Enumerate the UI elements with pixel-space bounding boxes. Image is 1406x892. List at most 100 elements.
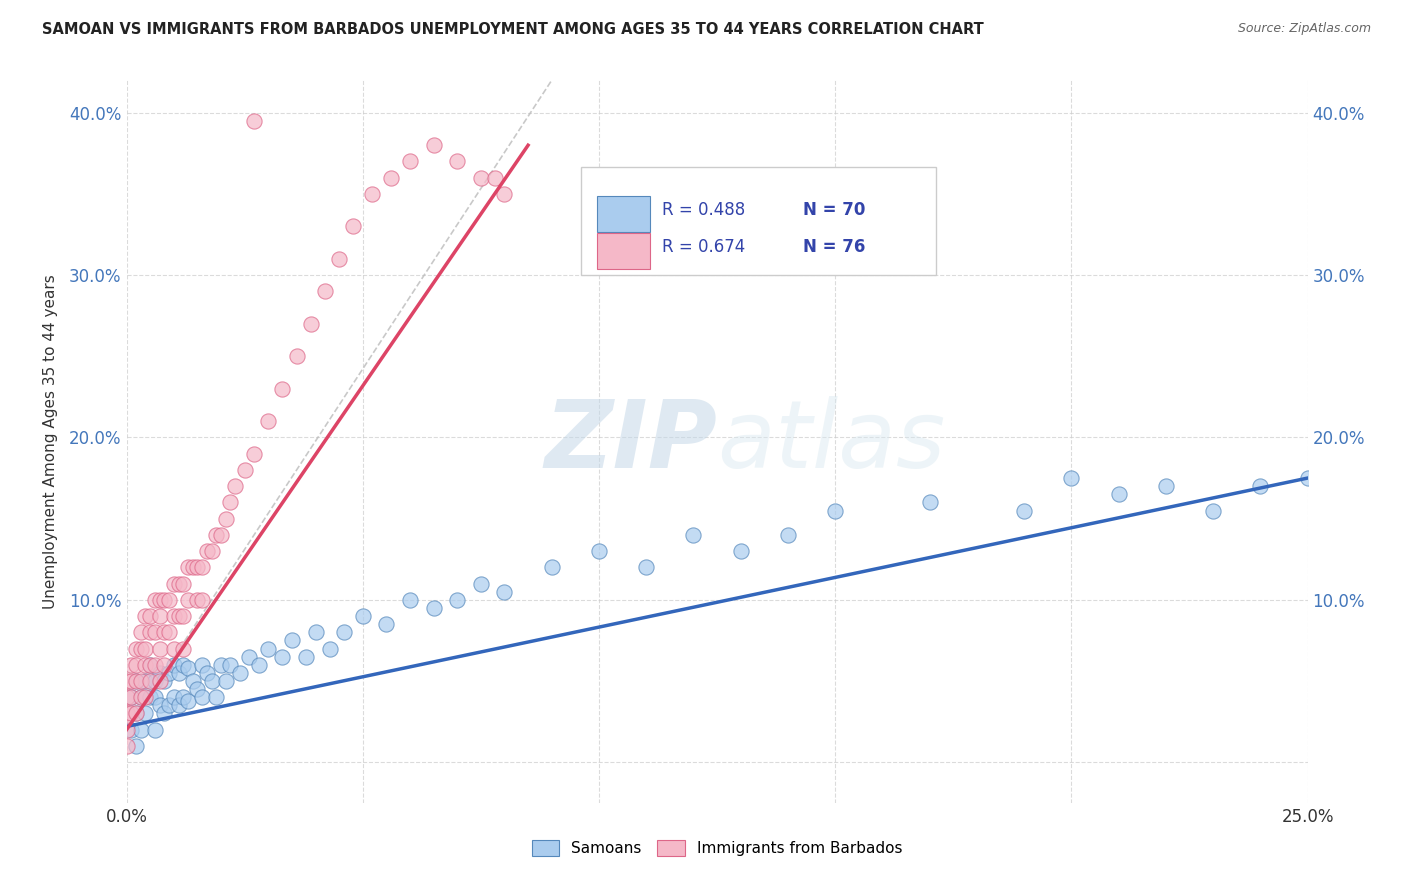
Point bbox=[295, 649, 318, 664]
Point bbox=[1108, 487, 1130, 501]
Point bbox=[215, 511, 238, 525]
Point bbox=[200, 544, 222, 558]
Point bbox=[134, 609, 156, 624]
Point bbox=[1012, 503, 1035, 517]
Point bbox=[139, 690, 162, 705]
Point bbox=[257, 641, 280, 656]
Point bbox=[299, 317, 322, 331]
Point bbox=[1296, 471, 1319, 485]
Point bbox=[191, 560, 214, 574]
Point bbox=[129, 641, 152, 656]
Point bbox=[422, 138, 444, 153]
Point bbox=[177, 592, 200, 607]
Point bbox=[139, 657, 162, 672]
Point bbox=[129, 690, 152, 705]
Point bbox=[143, 690, 166, 705]
Point bbox=[149, 665, 172, 680]
Point bbox=[484, 170, 506, 185]
Point bbox=[281, 633, 304, 648]
Point bbox=[163, 609, 186, 624]
Point bbox=[186, 592, 208, 607]
Point bbox=[125, 673, 148, 688]
Point bbox=[181, 673, 204, 688]
Point bbox=[149, 673, 172, 688]
Point bbox=[446, 592, 468, 607]
Point bbox=[157, 625, 180, 640]
Point bbox=[153, 625, 176, 640]
Point bbox=[120, 690, 142, 705]
Text: N = 76: N = 76 bbox=[803, 238, 866, 257]
Point bbox=[328, 252, 350, 266]
Point bbox=[172, 690, 194, 705]
Point bbox=[157, 665, 180, 680]
Point bbox=[209, 657, 232, 672]
Point bbox=[120, 706, 142, 721]
Point bbox=[243, 114, 266, 128]
Point bbox=[163, 641, 186, 656]
Point bbox=[134, 706, 156, 721]
Point bbox=[149, 609, 172, 624]
Point bbox=[129, 625, 152, 640]
Point bbox=[205, 528, 228, 542]
Point bbox=[318, 641, 340, 656]
Point bbox=[125, 706, 148, 721]
Point bbox=[200, 673, 222, 688]
Point bbox=[271, 649, 294, 664]
Point bbox=[125, 739, 148, 753]
Point bbox=[233, 463, 256, 477]
Point bbox=[153, 657, 176, 672]
Point bbox=[167, 665, 190, 680]
Point bbox=[730, 544, 752, 558]
Point bbox=[494, 186, 516, 201]
Point bbox=[172, 641, 194, 656]
Point bbox=[352, 609, 374, 624]
Point bbox=[191, 657, 214, 672]
Point bbox=[380, 170, 402, 185]
Point bbox=[314, 285, 336, 299]
Point bbox=[153, 592, 176, 607]
Point bbox=[342, 219, 364, 234]
Point bbox=[139, 625, 162, 640]
Point bbox=[163, 657, 186, 672]
Point bbox=[1202, 503, 1225, 517]
Point bbox=[238, 649, 260, 664]
Point bbox=[285, 349, 308, 363]
Point bbox=[163, 576, 186, 591]
Point bbox=[172, 576, 194, 591]
Point bbox=[219, 495, 242, 509]
FancyBboxPatch shape bbox=[596, 195, 650, 232]
Text: R = 0.674: R = 0.674 bbox=[662, 238, 745, 257]
Text: ZIP: ZIP bbox=[544, 395, 717, 488]
Point bbox=[215, 673, 238, 688]
Point bbox=[134, 657, 156, 672]
Point bbox=[195, 544, 218, 558]
Point bbox=[139, 657, 162, 672]
Point bbox=[186, 682, 208, 697]
Text: N = 70: N = 70 bbox=[803, 201, 866, 219]
Point bbox=[115, 739, 138, 753]
Point bbox=[399, 154, 422, 169]
Point bbox=[115, 706, 138, 721]
Point bbox=[149, 641, 172, 656]
Text: R = 0.488: R = 0.488 bbox=[662, 201, 745, 219]
Point bbox=[149, 698, 172, 713]
Point bbox=[120, 690, 142, 705]
Point bbox=[682, 528, 704, 542]
Point bbox=[134, 690, 156, 705]
FancyBboxPatch shape bbox=[581, 167, 935, 276]
Point bbox=[399, 592, 422, 607]
Point bbox=[125, 706, 148, 721]
Point bbox=[494, 584, 516, 599]
Point bbox=[257, 414, 280, 428]
Point bbox=[247, 657, 270, 672]
Point bbox=[115, 723, 138, 737]
Point bbox=[181, 560, 204, 574]
Point bbox=[186, 560, 208, 574]
Point bbox=[157, 698, 180, 713]
Point bbox=[143, 625, 166, 640]
Point bbox=[143, 657, 166, 672]
Point bbox=[229, 665, 252, 680]
Point bbox=[134, 641, 156, 656]
Point bbox=[129, 723, 152, 737]
Point bbox=[143, 723, 166, 737]
